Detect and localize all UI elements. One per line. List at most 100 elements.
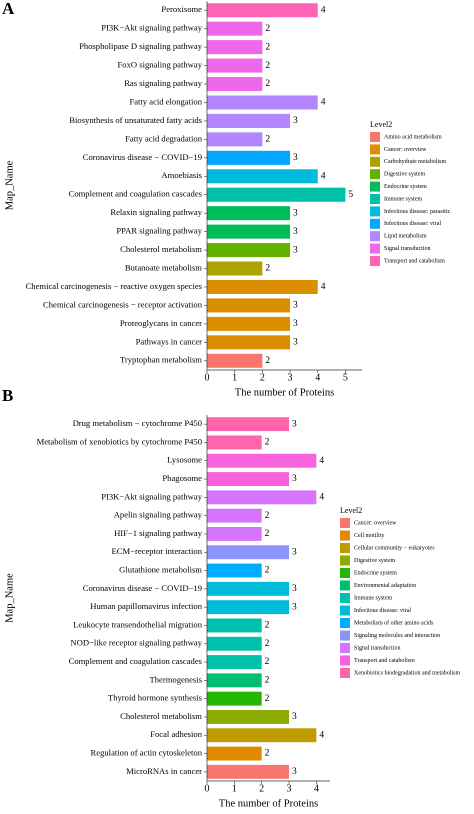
legend-label: Infectious disease: viral [354,607,411,614]
bar [207,206,291,221]
legend-label: Xenobiotics biodegradation and metabolis… [354,670,460,676]
legend-title: Level2 [340,506,362,515]
value-label: 4 [321,5,326,15]
bar [207,600,289,615]
value-label: 2 [265,529,270,539]
x-tick-label: 4 [314,783,319,794]
value-label: 2 [265,566,270,576]
legend-swatch [370,243,380,254]
legend-label: Endocrine system [384,184,427,190]
legend-swatch [370,206,380,217]
value-label: 2 [265,639,270,649]
bar [207,243,291,258]
legend-label: Infectious disease: parasitic [384,208,451,215]
value-label: 3 [293,338,298,348]
bar [207,435,262,450]
bar [207,655,262,670]
legend-swatch [370,181,380,192]
y-tick-label: Cholesterol metabolism [120,244,202,254]
bar [207,746,262,761]
value-label: 3 [292,474,297,484]
x-tick-label: 5 [343,372,348,383]
y-tick-label: PI3K−Akt signaling pathway [101,491,203,501]
y-tick-label: Phospholipase D signaling pathway [79,41,203,51]
value-label: 2 [265,694,270,704]
value-label: 4 [319,730,324,740]
bar [207,417,289,432]
bar [207,40,263,55]
y-tick-label: Glutathione metabolism [119,565,202,575]
value-label: 4 [321,171,326,181]
bar [207,187,346,202]
y-tick-label: Coronavirus disease − COVID−19 [83,583,202,593]
bar [207,3,318,18]
legend-swatch [340,555,350,566]
legend-swatch [370,169,380,180]
legend-swatch [370,218,380,229]
legend-label: Lipid metabolism [384,234,427,240]
legend-label: Endocrine system [354,570,397,576]
legend-swatch [340,593,350,603]
y-tick-label: Butanoate metabolism [125,262,202,272]
value-label: 3 [293,301,298,311]
bar [207,150,291,165]
value-label: 3 [292,584,297,594]
y-tick-label: HIF−1 signaling pathway [114,528,203,538]
value-label: 2 [265,24,270,34]
value-label: 3 [293,319,298,329]
y-tick-label: Biosynthesis of unsaturated fatty acids [69,115,202,125]
bar [207,95,318,110]
value-label: 4 [319,493,324,503]
y-tick-label: Lysosome [167,455,202,465]
value-label: 2 [265,42,270,52]
x-axis-title: The number of Proteins [219,798,318,809]
legend-swatch [370,256,380,266]
bar [207,673,262,688]
legend-label: Immune system [354,595,392,601]
value-label: 3 [293,227,298,237]
y-tick-label: Relaxin signaling pathway [110,207,202,217]
y-tick-label: Phagosome [162,473,202,483]
bar [207,490,317,505]
y-tick-label: Coronavirus disease − COVID−19 [83,152,202,162]
y-tick-label: Thermogenesis [149,674,202,684]
legend-label: Carbohydrate metabolism [384,159,446,165]
y-tick-label: Thyroid hormone synthesis [108,693,203,703]
bar [207,728,317,743]
bar [207,279,318,294]
bar [207,508,262,523]
value-label: 4 [321,98,326,108]
bar [207,618,262,633]
value-label: 4 [321,282,326,292]
legend-swatch [340,643,350,653]
bar [207,563,262,578]
value-label: 3 [292,419,297,429]
bar [207,113,291,128]
value-label: 2 [265,657,270,667]
legend-label: Metabolism of other amino acids [354,619,434,626]
y-tick-label: NOD−like receptor signaling pathway [70,638,202,648]
legend-swatch [340,655,350,666]
y-tick-label: Fatty acid elongation [129,96,202,106]
y-tick-label: Fatty acid degradation [125,133,203,143]
legend-label: Cellular community − eukaryotes [354,545,435,551]
y-tick-label: Pathways in cancer [136,336,202,346]
bar [207,764,289,779]
legend-label: Environmental adaptation [354,583,416,589]
value-label: 2 [265,264,270,274]
bar [207,316,291,331]
x-tick-label: 2 [259,783,264,794]
legend-label: Transport and catabolism [354,658,415,664]
legend-label: Amino acid metabolism [384,134,442,140]
y-tick-label: FoxO signaling pathway [118,60,203,70]
value-label: 2 [265,61,270,71]
value-label: 3 [293,153,298,163]
x-tick-label: 1 [232,783,237,794]
value-label: 5 [348,190,353,200]
y-tick-label: PI3K−Akt signaling pathway [101,23,203,33]
x-tick-label: 2 [260,372,265,383]
x-tick-label: 0 [205,783,210,794]
legend-swatch [340,518,350,528]
x-tick-label: 0 [205,372,210,383]
